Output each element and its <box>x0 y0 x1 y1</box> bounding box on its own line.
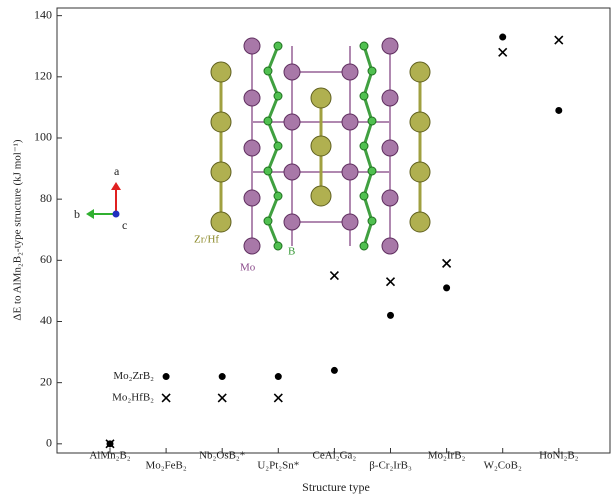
data-point <box>443 284 450 291</box>
data-point <box>555 107 562 114</box>
y-tick-label: 140 <box>34 7 52 21</box>
data-point <box>499 48 507 56</box>
site-atom <box>410 212 430 232</box>
site-atom <box>311 88 331 108</box>
x-tick-label: CeAl₂Ga₂ <box>313 450 357 462</box>
boron-atom <box>274 192 282 200</box>
site-atom <box>211 162 231 182</box>
y-tick-label: 100 <box>34 130 52 144</box>
plot-frame <box>57 8 610 453</box>
y-tick-label: 40 <box>40 313 52 327</box>
mo-atom <box>382 190 398 206</box>
site-atom <box>211 62 231 82</box>
x-tick-label: Mo₂IrB₂ <box>428 450 466 462</box>
boron-atom <box>368 217 376 225</box>
axis-label-c: c <box>122 218 127 232</box>
site-atom <box>211 212 231 232</box>
boron-atom <box>274 242 282 250</box>
data-point <box>163 373 170 380</box>
mo-atom <box>382 238 398 254</box>
mo-atom <box>382 38 398 54</box>
axis-c-dot <box>113 211 120 218</box>
data-point <box>218 394 226 402</box>
site-atom <box>311 186 331 206</box>
data-point <box>219 373 226 380</box>
site-atom <box>410 112 430 132</box>
data-point <box>331 367 338 374</box>
y-axis-label: ΔE to AlMn₂B₂-type structure (kJ mol⁻¹) <box>12 139 24 321</box>
boron-atom <box>274 92 282 100</box>
mo-atom <box>342 114 358 130</box>
site-atom <box>410 162 430 182</box>
site-atom <box>211 112 231 132</box>
data-point <box>499 34 506 41</box>
data-point <box>387 278 395 286</box>
data-point <box>274 394 282 402</box>
site-label: Zr/Hf <box>194 234 219 246</box>
data-point <box>387 312 394 319</box>
boron-atom <box>360 142 368 150</box>
x-tick-label: β-Cr₂IrB₃ <box>369 460 412 472</box>
axis-label-a: a <box>114 164 120 178</box>
boron-atom <box>264 167 272 175</box>
boron-atom <box>360 92 368 100</box>
mo-atom <box>342 164 358 180</box>
mo-atom <box>342 214 358 230</box>
mo-atom <box>342 64 358 80</box>
mo-atom <box>244 140 260 156</box>
chart: Structure type ΔE to AlMn₂B₂-type struct… <box>0 0 612 497</box>
x-axis-label: Structure type <box>302 480 370 494</box>
x-tick-label: Mo₂FeB₂ <box>145 460 186 472</box>
crystal-structure-inset <box>211 38 430 254</box>
mo-atom <box>244 90 260 106</box>
y-tick-label: 80 <box>40 191 52 205</box>
data-point <box>330 272 338 280</box>
arrowhead <box>111 182 121 190</box>
legend-label: Mo₂HfB₂ <box>112 391 154 403</box>
mo-atom <box>284 114 300 130</box>
boron-label: B <box>288 246 295 258</box>
mo-atom <box>284 164 300 180</box>
axis-label-b: b <box>74 207 80 221</box>
boron-atom <box>360 242 368 250</box>
boron-atom <box>368 167 376 175</box>
data-point <box>162 394 170 402</box>
boron-atom <box>274 42 282 50</box>
site-atom <box>410 62 430 82</box>
boron-atom <box>360 42 368 50</box>
x-tick-label: HoNi₂B₂ <box>539 450 579 462</box>
arrowhead <box>86 209 94 219</box>
mo-atom <box>244 38 260 54</box>
mo-atom <box>382 140 398 156</box>
x-tick-label: AlMn₂B₂ <box>89 450 130 462</box>
mo-atom <box>284 64 300 80</box>
mo-atom <box>382 90 398 106</box>
boron-atom <box>368 117 376 125</box>
mo-atom <box>244 190 260 206</box>
data-point <box>275 373 282 380</box>
data-point <box>443 259 451 267</box>
y-tick-label: 20 <box>40 374 52 388</box>
site-atom <box>311 136 331 156</box>
x-tick-label: W₂CoB₂ <box>484 460 522 472</box>
y-tick-label: 0 <box>46 436 52 450</box>
metal-label: Mo <box>240 262 256 274</box>
y-tick-label: 120 <box>34 69 52 83</box>
y-tick-label: 60 <box>40 252 52 266</box>
data-point <box>555 36 563 44</box>
boron-atom <box>264 117 272 125</box>
x-tick-label: U₂Pt₂Sn* <box>257 460 299 472</box>
boron-atom <box>274 142 282 150</box>
boron-atom <box>368 67 376 75</box>
mo-atom <box>284 214 300 230</box>
x-tick-label: Nb₂OsB₂* <box>199 450 245 462</box>
boron-atom <box>360 192 368 200</box>
boron-atom <box>264 67 272 75</box>
boron-atom <box>264 217 272 225</box>
mo-atom <box>244 238 260 254</box>
legend-label: Mo₂ZrB₂ <box>113 370 154 382</box>
